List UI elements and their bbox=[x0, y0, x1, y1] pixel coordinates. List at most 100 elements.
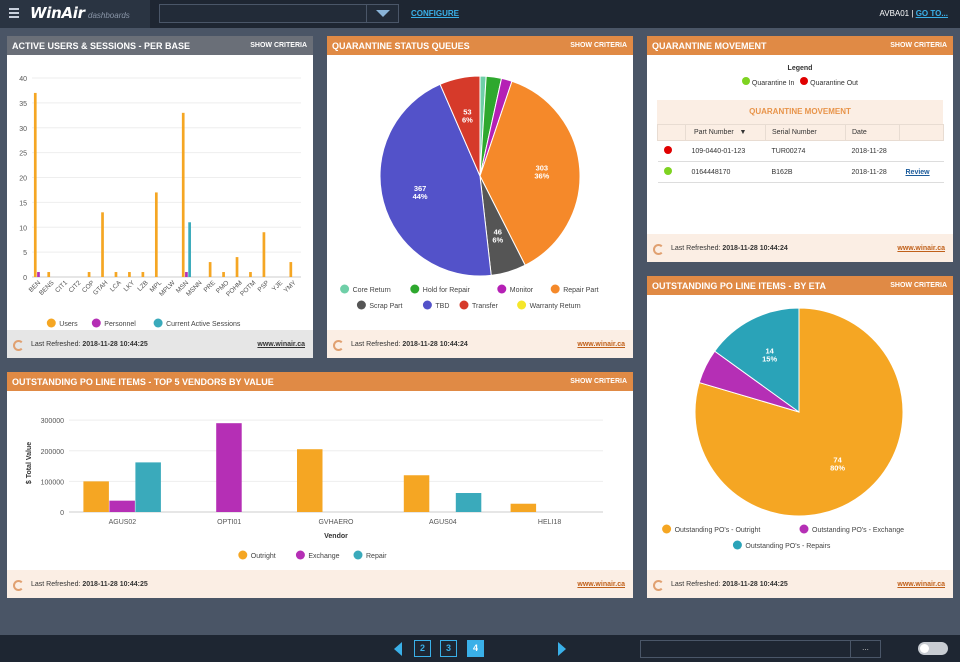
site-link[interactable]: www.winair.ca bbox=[897, 245, 945, 252]
legend-label: Repair bbox=[366, 553, 387, 560]
pie-slice bbox=[479, 80, 581, 266]
legend-swatch bbox=[340, 284, 350, 294]
x-tick-label: PRE bbox=[203, 279, 218, 294]
site-link[interactable]: www.winair.ca bbox=[577, 341, 625, 348]
legend-label: Outstanding PO's - Outright bbox=[675, 527, 761, 534]
legend-label: Transfer bbox=[472, 303, 498, 310]
site-link[interactable]: www.winair.ca bbox=[257, 341, 305, 348]
serial-number-cell: B162B bbox=[765, 161, 846, 183]
pie-percent-label: 44% bbox=[413, 192, 428, 201]
bar bbox=[87, 272, 91, 277]
bar bbox=[141, 272, 145, 277]
legend-label: Personnel bbox=[104, 321, 136, 328]
search-more-button[interactable]: ... bbox=[850, 641, 880, 657]
sort-down-icon[interactable]: ▼ bbox=[739, 129, 747, 136]
panel-footer: Last Refreshed: 2018-11-28 10:44:25 www.… bbox=[7, 330, 313, 358]
x-tick-label: YMY bbox=[283, 279, 298, 294]
panel-footer: Last Refreshed: 2018-11-28 10:44:25 www.… bbox=[7, 570, 633, 598]
last-refreshed: Last Refreshed: 2018-11-28 10:44:24 bbox=[351, 341, 468, 348]
page-button-3[interactable]: 3 bbox=[440, 640, 457, 657]
panel-title: ACTIVE USERS & SESSIONS - PER BASE bbox=[12, 41, 191, 51]
quarantine-out-dot bbox=[663, 146, 672, 154]
show-criteria-button[interactable]: SHOW CRITERIA bbox=[570, 42, 627, 49]
y-tick-label: 300000 bbox=[41, 418, 64, 425]
refresh-icon[interactable] bbox=[13, 340, 24, 351]
pie-value-label: 14 bbox=[765, 347, 774, 356]
legend-swatch bbox=[295, 550, 305, 560]
hamburger-menu-icon[interactable] bbox=[9, 8, 19, 18]
pie-value-label: 74 bbox=[833, 456, 842, 465]
dashboard-select[interactable] bbox=[159, 4, 399, 23]
configure-link[interactable]: CONFIGURE bbox=[411, 9, 459, 18]
legend-label: Users bbox=[59, 321, 78, 328]
x-tick-label: AGUS02 bbox=[109, 519, 137, 526]
y-tick-label: 25 bbox=[19, 151, 27, 158]
pie-slice bbox=[379, 83, 492, 277]
date-column-header[interactable]: Date bbox=[845, 124, 900, 141]
x-tick-label: LZB bbox=[136, 279, 149, 292]
last-refreshed-value: 2018-11-28 10:44:24 bbox=[722, 245, 788, 252]
bar bbox=[188, 222, 191, 277]
bottom-search-input[interactable]: ... bbox=[640, 640, 881, 658]
bar bbox=[101, 212, 104, 277]
last-refreshed-label: Last Refreshed: bbox=[671, 245, 721, 252]
x-tick-label: LCA bbox=[109, 279, 123, 293]
table-row[interactable]: 109-0440-01-123 TUR00274 2018-11-28 bbox=[657, 140, 944, 162]
part-number-cell: 0164448170 bbox=[685, 161, 766, 183]
refresh-icon[interactable] bbox=[653, 580, 664, 591]
next-page-icon[interactable] bbox=[558, 642, 566, 656]
pie-value-label: 303 bbox=[536, 164, 549, 173]
y-tick-label: 40 bbox=[19, 76, 27, 83]
panel-outstanding-vendors: OUTSTANDING PO LINE ITEMS - TOP 5 VENDOR… bbox=[7, 372, 633, 598]
legend-label: Warranty Return bbox=[530, 303, 581, 310]
site-link[interactable]: www.winair.ca bbox=[897, 581, 945, 588]
legend-label: Outright bbox=[251, 553, 276, 560]
chevron-down-icon[interactable] bbox=[366, 5, 398, 22]
last-refreshed-value: 2018-11-28 10:44:25 bbox=[82, 341, 148, 348]
page-button-4[interactable]: 4 bbox=[467, 640, 484, 657]
refresh-icon[interactable] bbox=[653, 244, 664, 255]
legend-label: Exchange bbox=[308, 553, 339, 560]
prev-page-icon[interactable] bbox=[394, 642, 402, 656]
page-button-2[interactable]: 2 bbox=[414, 640, 431, 657]
last-refreshed-label: Last Refreshed: bbox=[671, 581, 721, 588]
x-tick-label: MSNN bbox=[185, 279, 204, 298]
table-row[interactable]: 0164448170 B162B 2018-11-28 Review bbox=[657, 161, 944, 183]
table-header-row: Part Number ▼ Serial Number Date bbox=[657, 124, 944, 141]
legend-in-dot bbox=[741, 77, 750, 85]
review-link[interactable]: Review bbox=[905, 168, 930, 176]
refresh-icon[interactable] bbox=[13, 580, 24, 591]
x-tick-label: CIT2 bbox=[68, 279, 83, 294]
legend-swatch bbox=[46, 318, 56, 328]
legend-swatch bbox=[550, 284, 560, 294]
refresh-icon[interactable] bbox=[333, 340, 344, 351]
theme-toggle[interactable] bbox=[918, 642, 948, 655]
x-tick-label: GVHAERO bbox=[318, 519, 354, 526]
show-criteria-button[interactable]: SHOW CRITERIA bbox=[890, 282, 947, 289]
y-tick-label: 10 bbox=[19, 225, 27, 232]
show-criteria-button[interactable]: SHOW CRITERIA bbox=[890, 42, 947, 49]
x-tick-label: POTM bbox=[239, 279, 257, 297]
y-tick-label: 15 bbox=[19, 200, 27, 207]
bar bbox=[37, 272, 40, 277]
action-cell bbox=[899, 140, 944, 162]
legend-out-label: Quarantine Out bbox=[810, 80, 859, 87]
site-link[interactable]: www.winair.ca bbox=[577, 581, 625, 588]
part-number-column-header[interactable]: Part Number ▼ bbox=[685, 124, 766, 141]
x-tick-label: GTAH bbox=[92, 279, 110, 297]
legend-label: Outstanding PO's - Exchange bbox=[812, 527, 904, 534]
legend-swatch bbox=[459, 300, 469, 310]
bar bbox=[235, 257, 239, 277]
show-criteria-button[interactable]: SHOW CRITERIA bbox=[250, 42, 307, 49]
pie-percent-label: 80% bbox=[830, 464, 845, 473]
bar bbox=[33, 92, 37, 277]
x-tick-label: BENS bbox=[38, 279, 56, 297]
goto-link[interactable]: GO TO... bbox=[915, 9, 948, 18]
serial-number-column-header[interactable]: Serial Number bbox=[765, 124, 846, 141]
last-refreshed: Last Refreshed: 2018-11-28 10:44:25 bbox=[31, 341, 148, 348]
legend-out-dot bbox=[800, 77, 809, 85]
show-criteria-button[interactable]: SHOW CRITERIA bbox=[570, 378, 627, 385]
panel-footer: Last Refreshed: 2018-11-28 10:44:24 www.… bbox=[647, 234, 953, 262]
panel-quarantine-status: QUARANTINE STATUS QUEUES SHOW CRITERIA 3… bbox=[327, 36, 633, 358]
